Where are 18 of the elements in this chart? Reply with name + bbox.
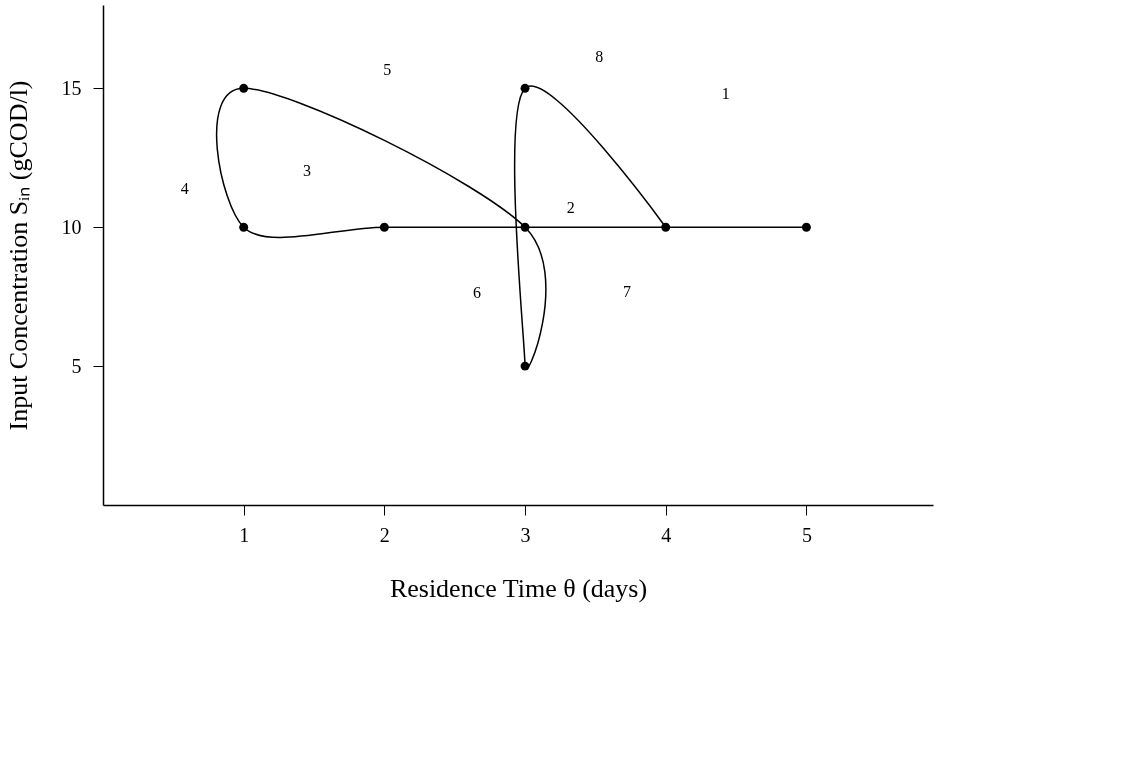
- x-tick-label: 4: [661, 523, 672, 546]
- annotation: 4: [180, 179, 189, 197]
- x-tick-label: 5: [801, 523, 812, 546]
- y-tick-label: 15: [61, 76, 82, 99]
- y-tick-label: 5: [71, 354, 82, 377]
- y-tick-label: 10: [61, 215, 82, 238]
- annotation: 7: [623, 283, 632, 301]
- annotation: 1: [721, 85, 730, 103]
- x-tick-label: 3: [520, 523, 531, 546]
- x-tick-label: 2: [379, 523, 390, 546]
- annotation: 3: [303, 162, 312, 180]
- annotation: 8: [595, 47, 604, 65]
- annotation: 2: [566, 199, 575, 217]
- annotation: 6: [473, 283, 482, 301]
- annotation: 5: [383, 60, 392, 78]
- x-tick-label: 1: [239, 523, 250, 546]
- x-axis-title: Residence Time θ (days): [389, 573, 648, 603]
- y-axis-title: Input Concentration Sᵢₙ (gCOD/l): [3, 80, 33, 431]
